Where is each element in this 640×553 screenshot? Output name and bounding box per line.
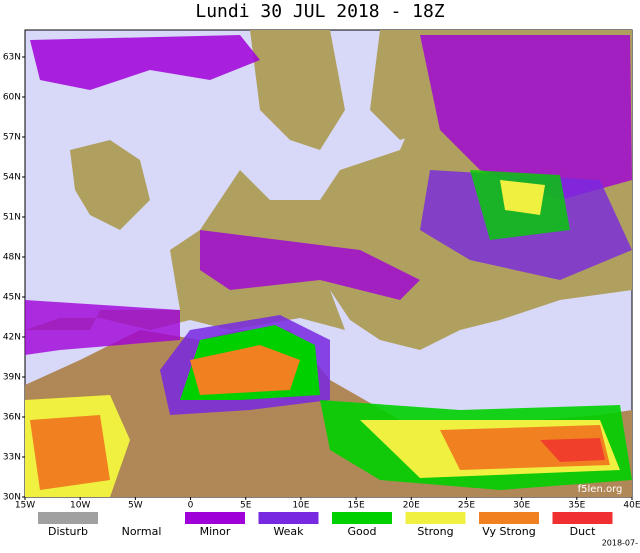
longitude-label: 25E [458,501,475,511]
legend-label: Minor [200,525,231,538]
longitude-label: 0 [188,501,194,511]
longitude-label: 30E [513,501,530,511]
longitude-label: 20E [403,501,420,511]
latitude-label: 30N [3,493,21,503]
legend-swatch [258,512,319,524]
latitude-labels: 63N 60N 57N 54N 51N 48N 45N 42N 39N 36N 33N 30N [3,53,25,503]
legend-label: Duct [570,525,596,538]
map: f5len.org [24,29,633,498]
longitude-label: 5E [240,501,252,511]
legend-swatch [405,512,466,524]
longitude-label: 10E [292,501,309,511]
latitude-label: 33N [3,453,21,463]
latitude-label: 63N [3,53,21,63]
legend-swatch [111,512,172,524]
legend: Disturb Normal Minor Weak Good Strong Vy Stron… [38,512,613,538]
legend-swatch [185,512,245,524]
latitude-label: 60N [3,93,21,103]
legend-swatch [38,512,98,524]
longitude-labels: 15W 10W 5W 0 5E 10E 15E 20E 25E 30E 35E 40E [15,497,640,511]
longitude-label: 35E [568,501,585,511]
latitude-label: 51N [3,213,21,223]
title: Lundi 30 JUL 2018 - 18Z [195,1,444,22]
watermark: f5len.org [578,484,623,495]
longitude-label: 15W [15,501,35,511]
timestamp: 2018-07- [602,539,638,548]
longitude-label: 40E [623,501,640,511]
legend-label: Normal [122,525,162,538]
legend-swatch [332,512,392,524]
latitude-label: 54N [3,173,21,183]
legend-label: Vy Strong [482,525,536,538]
latitude-label: 45N [3,293,21,303]
legend-swatch [552,512,613,524]
latitude-label: 42N [3,333,21,343]
latitude-label: 36N [3,413,21,423]
legend-label: Disturb [48,525,88,538]
legend-label: Weak [273,525,304,538]
latitude-label: 57N [3,133,21,143]
longitude-label: 15E [348,501,365,511]
legend-swatch [479,512,539,524]
longitude-label: 5W [128,501,143,511]
legend-label: Good [348,525,377,538]
longitude-label: 10W [70,501,90,511]
latitude-label: 39N [3,373,21,383]
legend-label: Strong [417,525,453,538]
latitude-label: 48N [3,253,21,263]
